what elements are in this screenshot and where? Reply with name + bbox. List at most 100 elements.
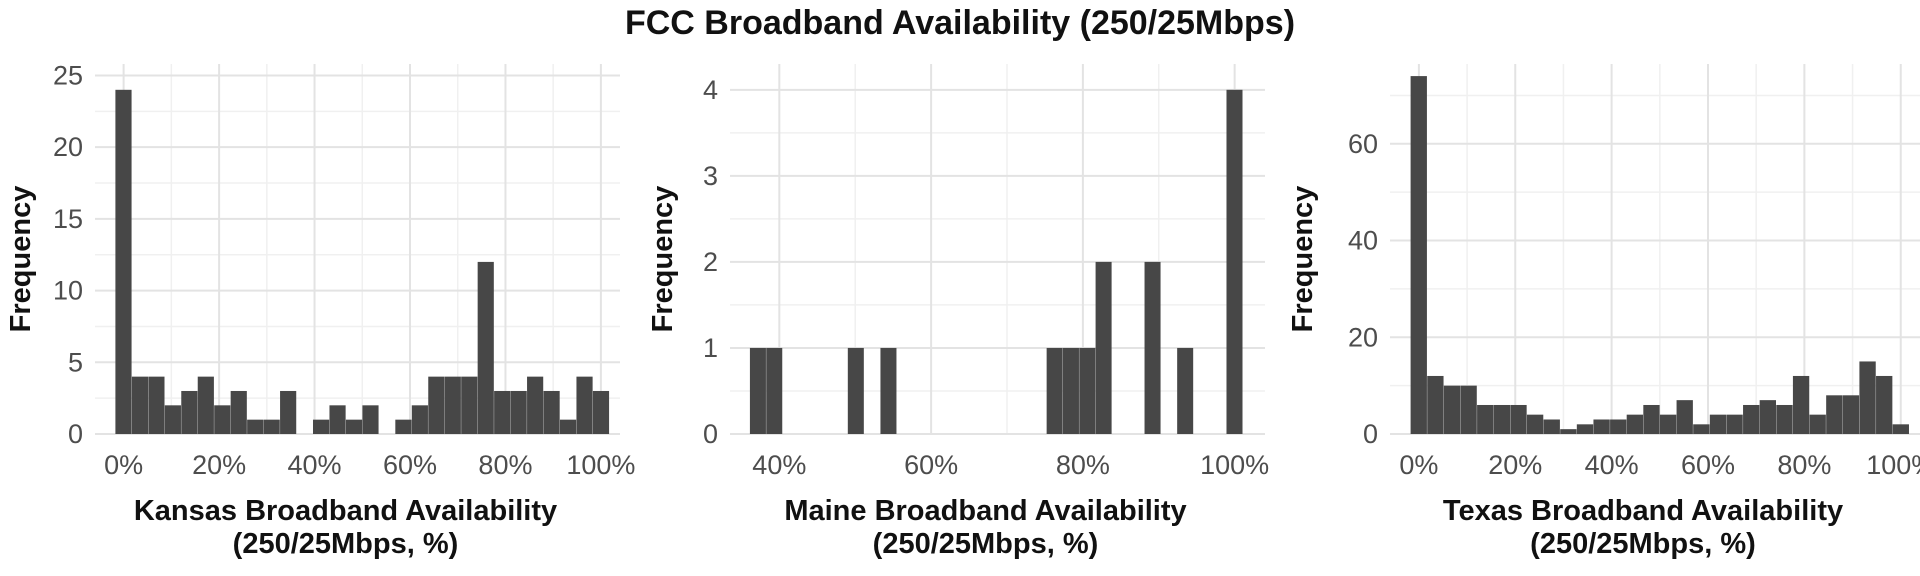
maine-x-tick-label: 40%	[752, 450, 806, 480]
kansas-bar	[576, 376, 593, 434]
kansas-x-tick-label: 80%	[478, 450, 532, 480]
maine-bar	[1062, 347, 1079, 434]
texas-y-tick-label: 20	[1348, 322, 1378, 352]
kansas-bar	[494, 390, 511, 434]
texas-x-tick-label: 0%	[1399, 450, 1438, 480]
kansas-y-tick-label: 0	[68, 419, 83, 449]
texas-bar	[1892, 424, 1909, 434]
maine-y-tick-label: 2	[703, 247, 718, 277]
texas-bar	[1676, 400, 1693, 434]
kansas-bar	[527, 376, 544, 434]
maine-y-tick-label: 4	[703, 75, 718, 105]
texas-bar	[1743, 404, 1760, 434]
kansas-y-tick-label: 20	[53, 132, 83, 162]
texas-bar	[1576, 424, 1594, 434]
kansas-bar	[197, 376, 214, 434]
kansas-bar	[559, 419, 577, 434]
texas-bar	[1776, 404, 1793, 434]
kansas-x-tick-label: 40%	[288, 450, 342, 480]
maine-bar	[1144, 261, 1161, 434]
maine-bar	[1046, 347, 1063, 434]
texas-bar	[1826, 395, 1843, 434]
kansas-bar	[395, 419, 412, 434]
maine-bars	[749, 89, 1243, 434]
texas-bar	[1543, 419, 1560, 434]
texas-bar	[1477, 404, 1494, 434]
texas-bars	[1410, 76, 1909, 435]
texas-x-axis-label: (250/25Mbps, %)	[1530, 528, 1756, 560]
maine-y-tick-label: 1	[703, 333, 718, 363]
texas-bar	[1659, 414, 1677, 434]
maine-bar	[1226, 89, 1243, 434]
texas-bar	[1693, 424, 1710, 434]
kansas-bar	[312, 419, 330, 434]
maine-bar	[847, 347, 864, 434]
texas-bar	[1626, 414, 1644, 434]
texas-x-tick-label: 20%	[1488, 450, 1542, 480]
maine-bar	[1095, 261, 1112, 434]
kansas-x-axis-label: Kansas Broadband Availability	[134, 495, 557, 527]
kansas-bar	[115, 89, 132, 434]
panel-kansas: 0% 20% 40% 60% 80% 100% 0 5 10 15 20 25 Kansas Broad…	[5, 60, 635, 560]
texas-grid	[1390, 64, 1920, 435]
maine-x-tick-label: 100%	[1200, 450, 1269, 480]
texas-y-tick-label: 40	[1348, 226, 1378, 256]
kansas-y-tick-label: 10	[53, 276, 83, 306]
texas-bar	[1443, 385, 1461, 434]
texas-bar	[1560, 429, 1577, 434]
texas-x-tick-label: 40%	[1585, 450, 1639, 480]
maine-bar	[1177, 347, 1194, 434]
kansas-x-tick-label: 100%	[566, 450, 635, 480]
kansas-bar	[164, 405, 181, 434]
kansas-y-tick-label: 15	[53, 204, 83, 234]
texas-bar	[1876, 375, 1893, 434]
texas-bar	[1643, 404, 1660, 434]
kansas-bar	[543, 390, 560, 434]
kansas-bar	[362, 405, 379, 434]
kansas-bars	[115, 89, 610, 434]
texas-bar	[1427, 375, 1444, 434]
kansas-x-tick-label: 20%	[192, 450, 246, 480]
kansas-bar	[428, 376, 445, 434]
texas-bar	[1460, 385, 1477, 434]
kansas-y-tick-label: 5	[68, 347, 83, 377]
kansas-bar	[247, 419, 264, 434]
panel-texas: 0% 20% 40% 60% 80% 100% 0 20 40 60 Texas Broadband…	[1287, 64, 1920, 560]
texas-bar	[1792, 375, 1810, 434]
maine-y-tick-label: 0	[703, 419, 718, 449]
texas-x-tick-label: 80%	[1777, 450, 1831, 480]
kansas-bar	[592, 390, 610, 434]
maine-x-axis-label: (250/25Mbps, %)	[873, 528, 1099, 560]
kansas-bar	[131, 376, 149, 434]
texas-bar	[1510, 404, 1527, 434]
maine-y-axis-label: Frequency	[647, 186, 679, 333]
maine-bar	[1079, 347, 1096, 434]
texas-y-tick-label: 60	[1348, 129, 1378, 159]
texas-bar	[1859, 361, 1876, 434]
kansas-bar	[411, 405, 428, 434]
texas-x-tick-label: 60%	[1681, 450, 1735, 480]
kansas-bar	[444, 376, 461, 434]
panel-maine: 40% 60% 80% 100% 0 1 2 3 4 Maine Broadband Availa…	[647, 64, 1269, 560]
texas-bar	[1842, 395, 1860, 434]
texas-x-tick-label: 100%	[1866, 450, 1920, 480]
maine-bar	[880, 347, 897, 434]
kansas-bar	[461, 376, 478, 434]
kansas-x-axis-label: (250/25Mbps, %)	[233, 528, 459, 560]
maine-x-tick-label: 60%	[904, 450, 958, 480]
figure-title: FCC Broadband Availability (250/25Mbps)	[624, 4, 1296, 42]
texas-bar	[1493, 404, 1511, 434]
kansas-bar	[148, 376, 165, 434]
kansas-x-tick-label: 0%	[104, 450, 143, 480]
texas-bar	[1593, 419, 1610, 434]
maine-x-axis-label: Maine Broadband Availability	[784, 495, 1186, 527]
maine-bar	[766, 347, 783, 434]
maine-y-tick-label: 3	[703, 161, 718, 191]
texas-bar	[1610, 419, 1627, 434]
kansas-bar	[280, 390, 297, 434]
kansas-y-axis-label: Frequency	[5, 186, 37, 333]
kansas-bar	[214, 405, 231, 434]
kansas-bar	[230, 390, 247, 434]
maine-bar	[749, 347, 766, 434]
